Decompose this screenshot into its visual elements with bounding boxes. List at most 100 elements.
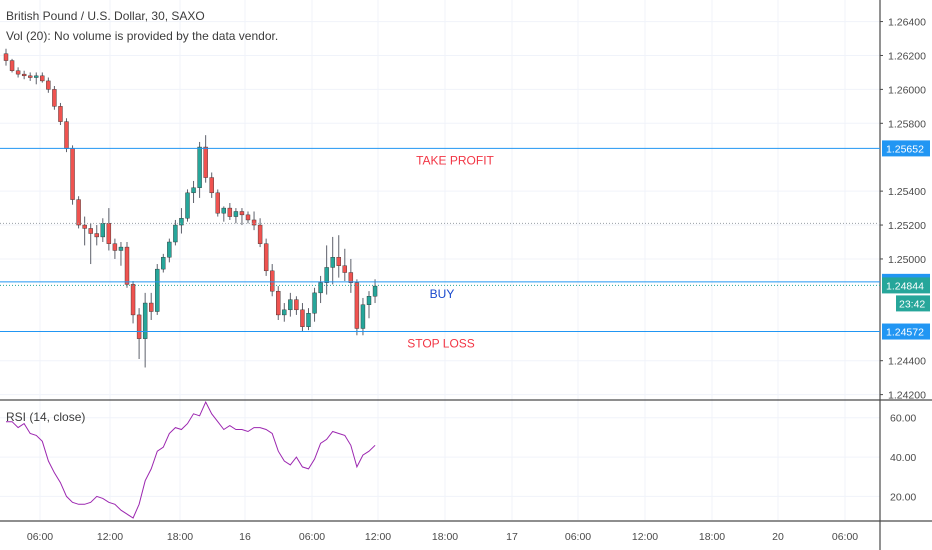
candle-body <box>167 241 172 258</box>
candle <box>215 189 220 217</box>
candle-body <box>251 219 257 226</box>
candle-body <box>245 214 251 221</box>
rsi-tick-label: 20.00 <box>890 491 916 503</box>
candle <box>276 286 281 320</box>
price-tick-label: 1.25000 <box>888 254 926 266</box>
price-tick-label: 1.24200 <box>888 390 926 402</box>
candle-body <box>257 224 263 244</box>
time-tick-label: 17 <box>506 531 518 543</box>
time-tick-label: 18:00 <box>167 531 193 543</box>
candle <box>3 48 9 66</box>
take-profit-label: TAKE PROFIT <box>416 153 494 167</box>
rsi-pane <box>6 400 376 519</box>
candle <box>112 238 118 259</box>
candle <box>227 203 233 220</box>
candle-body <box>197 146 202 188</box>
candle-body <box>342 265 347 273</box>
time-tick-label: 06:00 <box>299 531 325 543</box>
candle-body <box>34 75 39 78</box>
candle-body <box>270 270 275 292</box>
candle <box>161 253 166 273</box>
stop-loss-price-value: 1.24572 <box>886 327 924 339</box>
rsi-indicator-title[interactable]: RSI (14, close) <box>6 410 86 424</box>
time-tick-label: 18:00 <box>432 531 458 543</box>
time-tick-label: 16 <box>239 531 251 543</box>
candle <box>324 245 329 295</box>
candle <box>312 287 317 322</box>
countdown-value: 23:42 <box>899 298 925 310</box>
price-candles <box>3 48 378 368</box>
price-tick-label: 1.24400 <box>888 356 926 368</box>
candle-body <box>306 313 311 327</box>
take-profit-price-value: 1.25652 <box>886 143 924 155</box>
grid-lines <box>0 0 880 520</box>
volume-note: Vol (20): No volume is provided by the d… <box>6 29 279 43</box>
candle-body <box>88 228 93 234</box>
candle <box>257 218 263 248</box>
time-tick-label: 06:00 <box>27 531 53 543</box>
candle-body <box>372 285 378 297</box>
candle-body <box>336 257 341 266</box>
candle <box>294 296 299 315</box>
candle-body <box>100 223 106 238</box>
candle <box>88 223 93 265</box>
candle-body <box>155 268 160 312</box>
rsi-tick-label: 60.00 <box>890 413 916 425</box>
candle-body <box>118 246 124 251</box>
symbol-title[interactable]: British Pound / U.S. Dollar, 30, SAXO <box>6 9 205 23</box>
candle <box>203 135 208 183</box>
time-tick-label: 20 <box>772 531 784 543</box>
candle <box>21 70 27 80</box>
candle-body <box>318 282 323 294</box>
candle <box>191 180 196 203</box>
candle-body <box>239 211 245 216</box>
candle <box>82 216 87 246</box>
candle <box>52 86 57 110</box>
candle-body <box>263 243 269 272</box>
candle-body <box>294 299 299 311</box>
candle-body <box>64 121 69 149</box>
candle-body <box>46 80 51 90</box>
candle-body <box>40 75 45 82</box>
candle <box>348 258 354 293</box>
price-tick-label: 1.26200 <box>888 50 926 62</box>
candle <box>94 225 99 246</box>
candle <box>360 297 366 336</box>
candle <box>251 211 257 231</box>
candle <box>64 118 69 153</box>
candle-body <box>9 60 15 71</box>
candle <box>136 308 142 359</box>
candle-body <box>94 233 99 238</box>
rsi-axis[interactable]: 60.00 40.00 20.00 <box>890 413 916 504</box>
candle-body <box>288 299 293 311</box>
rsi-line <box>6 400 376 519</box>
candle-body <box>3 53 9 61</box>
candle <box>330 236 335 285</box>
price-tick-label: 1.25400 <box>888 186 926 198</box>
stop-loss-price-tag <box>882 323 930 340</box>
stop-loss-label: STOP LOSS <box>407 337 475 351</box>
buy-label: BUY <box>430 287 455 301</box>
candle-body <box>58 106 63 122</box>
time-tick-label: 12:00 <box>632 531 658 543</box>
candle <box>263 238 269 276</box>
candle <box>270 264 275 297</box>
time-axis[interactable]: 06:00 12:00 18:00 16 06:00 12:00 18:00 17 06:00 1… <box>27 531 858 543</box>
price-axis[interactable]: 1.256521.248651.245721.264001.262001.260… <box>880 17 930 402</box>
candle <box>306 308 311 331</box>
candle-body <box>185 192 190 219</box>
current-price-value: 1.24844 <box>886 280 924 292</box>
candle-body <box>161 257 166 270</box>
candle-body <box>106 223 112 244</box>
candle-body <box>179 218 184 226</box>
time-tick-label: 12:00 <box>97 531 123 543</box>
candle <box>15 67 21 78</box>
candle-body <box>130 284 136 316</box>
candle-body <box>324 267 329 283</box>
candle-body <box>366 296 372 305</box>
price-tick-label: 1.26400 <box>888 17 926 29</box>
time-tick-label: 18:00 <box>699 531 725 543</box>
candle-body <box>15 70 21 75</box>
